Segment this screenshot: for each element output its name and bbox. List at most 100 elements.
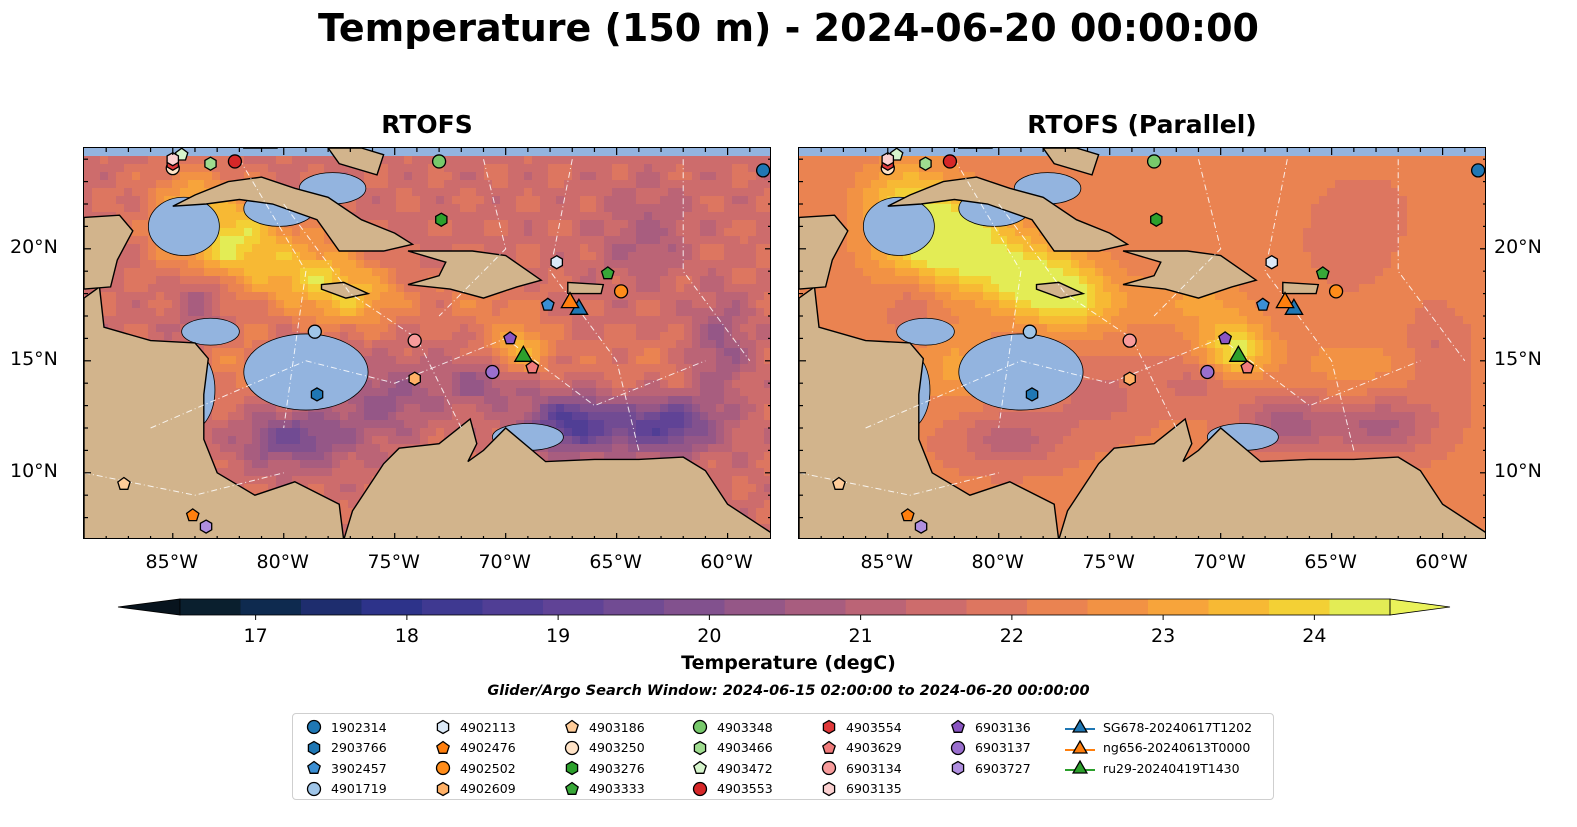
marker-4901719[interactable] xyxy=(1022,324,1037,339)
legend-triangle-icon[interactable] xyxy=(1071,718,1089,733)
marker-6903136[interactable] xyxy=(503,331,518,345)
legend-circle-icon[interactable] xyxy=(435,760,451,776)
marker-ng656-20240613T0000[interactable] xyxy=(560,291,580,309)
legend-pentagon-icon[interactable] xyxy=(436,740,450,754)
marker-4902113[interactable] xyxy=(1265,254,1279,270)
legend-triangle-icon[interactable] xyxy=(1071,739,1089,754)
colorbar-tick-label: 19 xyxy=(546,625,570,647)
x-tick-label: 70°W xyxy=(478,551,531,573)
legend-pentagon-icon[interactable] xyxy=(951,719,965,733)
map-panel-rtofs[interactable] xyxy=(83,147,771,539)
marker-4903466[interactable] xyxy=(919,156,932,171)
y-tick-label-left: 20°N xyxy=(10,235,58,258)
legend-pentagon-icon[interactable] xyxy=(693,760,707,774)
marker-6903137[interactable] xyxy=(1200,364,1215,380)
x-tick-label: 80°W xyxy=(971,551,1024,573)
legend-item-label: 6903137 xyxy=(975,740,1031,755)
marker-ru29-20240419T1430[interactable] xyxy=(1228,344,1249,362)
legend-circle-icon[interactable] xyxy=(306,719,322,735)
legend-triangle-icon[interactable] xyxy=(1071,759,1089,774)
legend-circle-icon[interactable] xyxy=(564,740,580,755)
marker-6903134[interactable] xyxy=(407,333,422,348)
legend-marker-icon xyxy=(822,781,836,796)
x-tick-label: 70°W xyxy=(1193,551,1246,573)
legend-circle-icon[interactable] xyxy=(692,719,708,735)
land-jamaica xyxy=(1035,281,1086,299)
marker-6903137[interactable] xyxy=(485,364,500,380)
marker-6903134[interactable] xyxy=(1122,333,1137,348)
legend-hexagon-icon[interactable] xyxy=(436,781,450,796)
marker-4903186[interactable] xyxy=(832,476,846,490)
marker-4902502[interactable] xyxy=(613,284,629,299)
legend-circle-icon[interactable] xyxy=(821,760,837,776)
marker-4902609[interactable] xyxy=(408,371,421,386)
marker-4902609[interactable] xyxy=(1123,371,1136,386)
marker-1902314[interactable] xyxy=(755,163,770,178)
marker-6903727[interactable] xyxy=(914,519,928,534)
marker-4902476[interactable] xyxy=(900,508,915,522)
marker-4903276[interactable] xyxy=(1150,212,1163,227)
figure-title: Temperature (150 m) - 2024-06-20 00:00:0… xyxy=(317,6,1259,50)
legend-item: 4903554 xyxy=(820,717,902,737)
marker-2903766[interactable] xyxy=(1025,387,1039,402)
marker-6903136[interactable] xyxy=(1218,331,1233,345)
marker-ng656-20240613T0000[interactable] xyxy=(1275,291,1295,309)
legend-circle-icon[interactable] xyxy=(306,781,322,796)
marker-3902457[interactable] xyxy=(540,297,555,311)
marker-4903629[interactable] xyxy=(1240,360,1255,374)
marker-6903727[interactable] xyxy=(199,519,213,534)
marker-4902476[interactable] xyxy=(185,508,200,522)
legend-marker-icon xyxy=(436,719,450,735)
marker-2903766[interactable] xyxy=(310,387,324,402)
colorbar-tick-label: 17 xyxy=(244,625,268,647)
marker-4903333[interactable] xyxy=(1315,266,1330,280)
marker-4902113[interactable] xyxy=(550,254,564,270)
legend-marker-icon xyxy=(306,781,322,796)
marker-ru29-20240419T1430[interactable] xyxy=(513,344,534,362)
legend-hexagon-icon[interactable] xyxy=(822,781,836,796)
legend-item-label: 4903250 xyxy=(589,740,645,755)
legend-circle-icon[interactable] xyxy=(692,781,708,796)
marker-4903466[interactable] xyxy=(204,156,217,171)
marker-4903553[interactable] xyxy=(227,154,243,169)
land-jamaica xyxy=(320,281,371,299)
marker-4903629[interactable] xyxy=(525,360,540,374)
land-hispaniola xyxy=(407,250,543,299)
legend-pentagon-icon[interactable] xyxy=(822,740,836,754)
legend-circle-icon[interactable] xyxy=(950,740,966,755)
legend-hexagon-icon[interactable] xyxy=(307,740,321,755)
marker-3902457[interactable] xyxy=(1255,297,1270,311)
legend-item: 4902502 xyxy=(434,758,516,778)
marker-4903333[interactable] xyxy=(600,266,615,280)
legend-item: 4903472 xyxy=(691,758,773,778)
legend-hexagon-icon[interactable] xyxy=(436,719,450,735)
marker-6903135[interactable] xyxy=(166,151,180,167)
marker-4903553[interactable] xyxy=(942,154,958,169)
legend-item: 4903629 xyxy=(820,738,902,758)
legend-pentagon-icon[interactable] xyxy=(307,760,321,774)
legend-marker-icon xyxy=(564,740,580,755)
legend-pentagon-icon[interactable] xyxy=(565,719,579,733)
legend-hexagon-icon[interactable] xyxy=(951,760,965,776)
marker-4903186[interactable] xyxy=(117,476,131,490)
marker-4903348[interactable] xyxy=(431,154,447,169)
legend-item: 4901719 xyxy=(305,779,387,799)
y-tick-label-right: 10°N xyxy=(1494,459,1542,482)
colorbar-tick-label: 18 xyxy=(395,625,419,647)
map-panel-rtofs-parallel[interactable] xyxy=(798,147,1486,539)
legend-pentagon-icon[interactable] xyxy=(565,781,579,795)
marker-6903135[interactable] xyxy=(881,151,895,167)
marker-4903276[interactable] xyxy=(435,212,448,227)
legend-hexagon-icon[interactable] xyxy=(565,760,579,776)
x-tick-label: 85°W xyxy=(145,551,198,573)
legend-hexagon-icon[interactable] xyxy=(693,740,707,755)
marker-1902314[interactable] xyxy=(1470,163,1485,178)
colorbar-tick-label: 23 xyxy=(1151,625,1175,647)
legend-item-label: 6903135 xyxy=(846,781,902,796)
marker-4903348[interactable] xyxy=(1146,154,1162,169)
legend-hexagon-icon[interactable] xyxy=(822,719,836,735)
marker-4901719[interactable] xyxy=(307,324,322,339)
legend-item-label: 4903553 xyxy=(717,781,773,796)
marker-4902502[interactable] xyxy=(1328,284,1344,299)
x-tick-label: 80°W xyxy=(256,551,309,573)
